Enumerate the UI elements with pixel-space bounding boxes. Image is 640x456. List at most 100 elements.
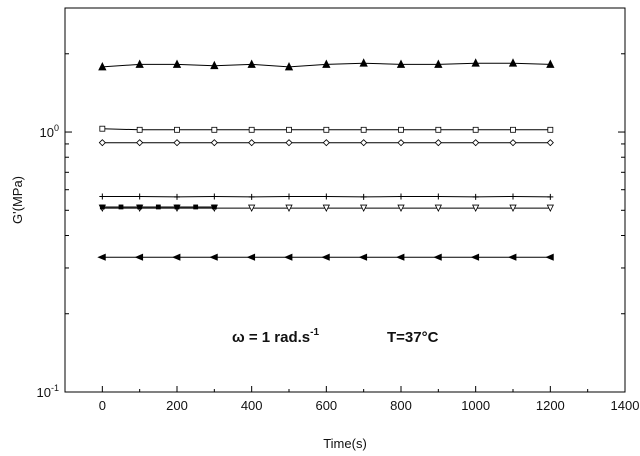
data-point xyxy=(472,193,479,200)
data-point xyxy=(286,193,292,200)
y-tick-label: 10-1 xyxy=(37,383,59,400)
data-point xyxy=(174,126,180,133)
data-point xyxy=(171,253,181,261)
data-point xyxy=(210,60,219,70)
data-point xyxy=(174,204,180,210)
data-point xyxy=(323,126,330,133)
data-point xyxy=(285,139,293,147)
data-point xyxy=(470,253,480,261)
data-point xyxy=(472,126,479,133)
series-5 xyxy=(98,204,554,212)
data-point xyxy=(99,204,105,210)
data-point xyxy=(435,193,442,200)
data-point xyxy=(118,204,124,210)
data-point xyxy=(248,126,255,133)
annotation-omega: ω = 1 rad.s-1 xyxy=(232,327,319,346)
annotation-omega-sup: -1 xyxy=(310,327,319,338)
x-tick-label: 1400 xyxy=(611,398,640,413)
data-point xyxy=(134,253,144,261)
y-tick-exp: -1 xyxy=(51,383,59,393)
data-point xyxy=(211,126,218,133)
data-point xyxy=(283,253,293,261)
data-point xyxy=(193,204,199,210)
data-point xyxy=(136,126,143,133)
data-point xyxy=(285,204,293,212)
series-7 xyxy=(97,253,554,261)
data-point xyxy=(435,126,442,133)
annotation-omega-text: ω = 1 rad.s xyxy=(232,329,310,346)
data-point xyxy=(471,58,480,67)
plot-frame xyxy=(64,7,626,393)
x-tick-label: 1000 xyxy=(461,398,490,413)
data-point xyxy=(396,59,406,68)
data-point xyxy=(321,253,330,261)
data-point xyxy=(286,126,292,133)
data-point xyxy=(98,62,107,71)
data-point xyxy=(135,59,144,68)
data-point xyxy=(434,204,442,212)
data-point xyxy=(398,126,404,133)
x-tick-label: 800 xyxy=(390,398,412,413)
data-point xyxy=(210,139,218,147)
data-point xyxy=(211,204,217,210)
series-3 xyxy=(98,139,554,147)
data-point xyxy=(322,59,331,68)
data-point xyxy=(359,58,368,67)
data-point xyxy=(322,204,330,212)
data-point xyxy=(248,204,256,212)
data-point xyxy=(322,139,330,147)
data-point xyxy=(510,193,516,200)
x-tick-label: 200 xyxy=(166,398,188,413)
data-point xyxy=(211,193,218,200)
data-point xyxy=(395,253,405,261)
data-point xyxy=(246,253,256,261)
data-point xyxy=(508,58,518,67)
data-point xyxy=(155,204,161,210)
x-tick-label: 1200 xyxy=(536,398,565,413)
data-point xyxy=(547,193,554,200)
y-tick-label: 100 xyxy=(40,123,59,140)
data-point xyxy=(358,253,368,261)
y-tick-exp: 0 xyxy=(54,123,59,133)
data-point xyxy=(323,193,330,200)
x-tick-label: 0 xyxy=(99,398,106,413)
data-point xyxy=(174,193,180,200)
data-point xyxy=(398,193,404,200)
data-point xyxy=(360,204,368,212)
annotation-temperature: T=37°C xyxy=(387,329,439,346)
data-point xyxy=(284,62,294,71)
y-tick-base: 10 xyxy=(37,385,51,400)
data-point xyxy=(360,193,367,200)
data-point xyxy=(546,204,554,212)
x-tick-label: 400 xyxy=(241,398,263,413)
data-point xyxy=(247,59,256,68)
data-point xyxy=(172,59,182,68)
data-point xyxy=(136,193,143,200)
series-2 xyxy=(99,125,554,133)
data-point xyxy=(397,204,405,212)
data-point xyxy=(137,204,143,210)
series-4 xyxy=(99,193,554,200)
data-point xyxy=(509,139,517,147)
series-layer xyxy=(97,58,555,261)
data-point xyxy=(434,59,443,68)
data-point xyxy=(547,126,554,133)
data-point xyxy=(136,139,144,147)
data-point xyxy=(248,193,255,200)
y-axis-label: G'(MPa) xyxy=(10,176,25,224)
data-point xyxy=(472,139,480,147)
data-point xyxy=(99,125,106,132)
data-point xyxy=(397,139,405,147)
series-1 xyxy=(98,58,555,71)
y-tick-base: 10 xyxy=(40,125,54,140)
data-point xyxy=(509,204,517,212)
data-point xyxy=(545,253,554,261)
data-point xyxy=(546,59,555,68)
x-axis-label: Time(s) xyxy=(323,436,367,451)
data-point xyxy=(173,139,181,147)
data-point xyxy=(434,139,442,147)
data-point xyxy=(433,253,442,261)
x-tick-label: 600 xyxy=(315,398,337,413)
